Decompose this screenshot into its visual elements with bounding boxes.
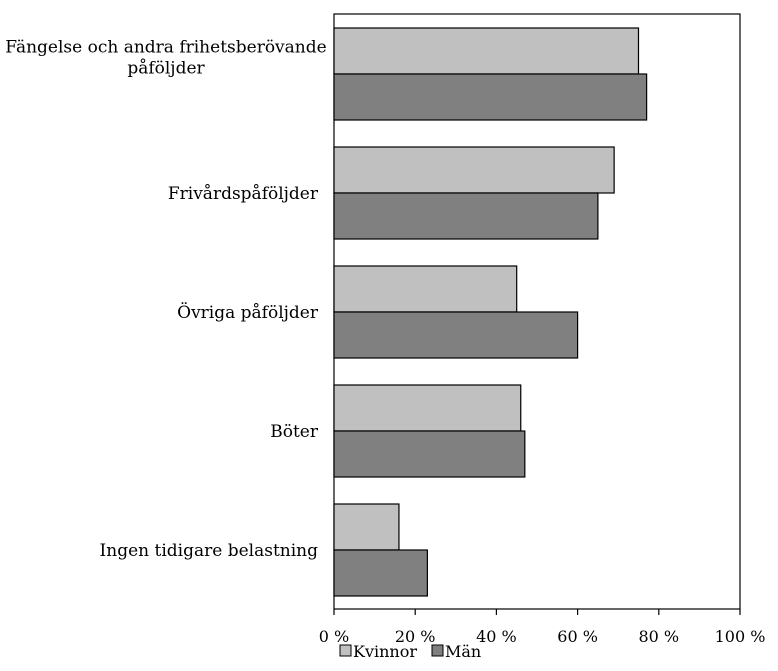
x-tick-label: 0 % [319, 627, 349, 646]
legend-label-män: Män [445, 642, 481, 661]
x-axis: 0 % 20 % 40 % 60 % 80 % 100 % [319, 609, 766, 646]
bar-kvinnor-2 [333, 265, 518, 313]
bar-kvinnor-1 [333, 146, 615, 194]
bar-män-0 [333, 73, 648, 121]
bar-män-2 [333, 311, 579, 359]
bar-män-1 [333, 192, 599, 240]
legend-swatch-män [431, 644, 444, 657]
category-label-4: Ingen tidigare belastning [100, 541, 319, 561]
category-label-line: påföljder [127, 59, 205, 79]
x-tick-label: 80 % [638, 627, 679, 646]
category-label-line: Böter [270, 422, 319, 442]
category-label-3: Böter [270, 422, 319, 442]
bar-kvinnor-4 [333, 503, 400, 551]
bar-kvinnor-0 [333, 27, 640, 75]
legend-label-kvinnor: Kvinnor [353, 642, 417, 661]
bar-män-3 [333, 430, 526, 478]
legend-swatch-kvinnor [339, 644, 352, 657]
bar-kvinnor-3 [333, 384, 522, 432]
category-label-line: Övriga påföljder [177, 302, 319, 323]
category-label-line: Frivårdspåföljder [168, 184, 319, 204]
x-tick-label: 100 % [715, 627, 766, 646]
category-label-0: Fängelse och andra frihetsberövande påföl… [5, 38, 326, 79]
bar-män-4 [333, 549, 428, 597]
x-tick-label: 60 % [557, 627, 598, 646]
x-tick-label: 20 % [395, 627, 436, 646]
category-label-line: Ingen tidigare belastning [100, 541, 319, 561]
x-tick-label: 40 % [476, 627, 517, 646]
category-label-line: Fängelse och andra frihetsberövande [5, 38, 326, 58]
category-labels: Fängelse och andra frihetsberövande påföl… [5, 38, 326, 562]
legend: Kvinnor Män [339, 642, 481, 661]
category-label-2: Övriga påföljder [177, 302, 319, 323]
category-label-1: Frivårdspåföljder [168, 184, 319, 204]
bars [333, 27, 648, 597]
